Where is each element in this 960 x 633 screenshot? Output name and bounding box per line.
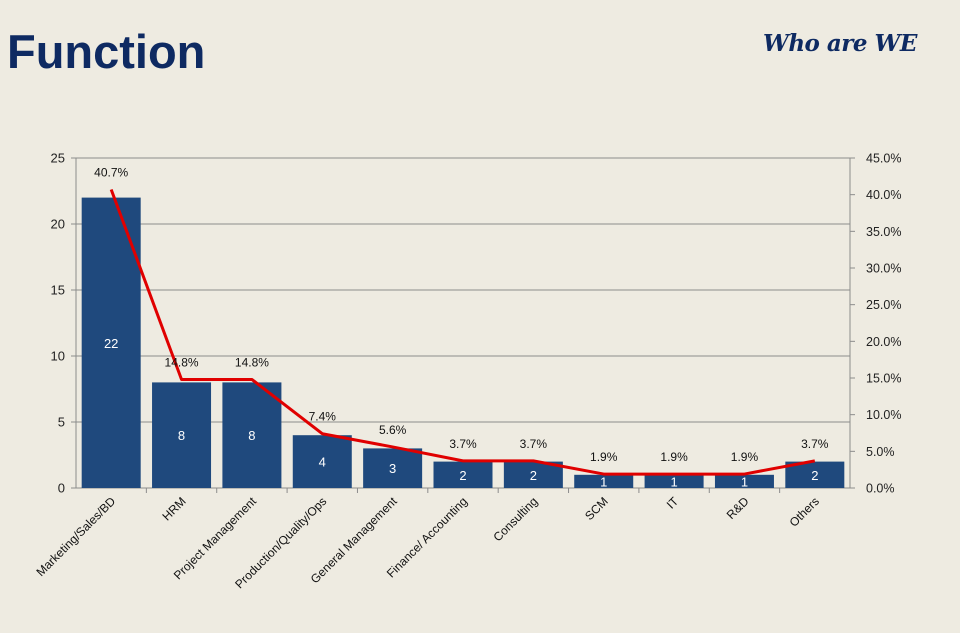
right-tick-label: 5.0% [866,445,895,459]
percentage-line [109,189,816,476]
right-tick-label: 35.0% [866,225,901,239]
line-data-label: 3.7% [449,437,477,451]
left-tick-label: 20 [51,217,65,232]
bar-value-label: 1 [670,474,677,489]
bar [644,474,704,488]
bar-value-label: 4 [319,455,326,470]
category-label: Finance/ Accounting [384,494,470,580]
category-label: Marketing/Sales/BD [33,494,118,579]
right-tick-label: 15.0% [866,372,901,386]
right-tick-label: 0.0% [866,482,895,496]
bar [152,382,212,488]
left-tick-label: 25 [51,151,65,166]
line-data-label: 40.7% [94,166,128,180]
line-data-label: 3.7% [520,437,548,451]
right-tick-label: 20.0% [866,335,901,349]
bar-value-label: 8 [248,428,255,443]
line-data-label: 3.7% [801,437,829,451]
category-label: SCM [582,494,611,523]
line-data-label: 5.6% [379,423,407,437]
page-title: Function [7,25,206,78]
category-label: IT [664,494,682,512]
bar [574,474,634,488]
brand-logo-text: Who are WE [763,30,917,57]
bar-value-label: 1 [600,474,607,489]
right-tick-label: 45.0% [866,152,901,166]
category-label: Consulting [490,494,540,544]
right-tick-label: 40.0% [866,188,901,202]
bar [433,461,493,488]
left-tick-label: 10 [51,349,65,364]
right-tick-label: 30.0% [866,262,901,276]
line-data-label: 14.8% [235,355,269,369]
left-tick-label: 5 [58,415,65,430]
bar-value-label: 1 [741,474,748,489]
right-tick-label: 10.0% [866,408,901,422]
bar [363,448,423,488]
category-label: Others [787,494,822,529]
line-data-label: 1.9% [731,450,759,464]
bar-value-label: 2 [530,468,537,483]
bar-value-label: 2 [811,468,818,483]
bar-value-label: 8 [178,428,185,443]
left-tick-label: 0 [58,481,65,496]
right-tick-label: 25.0% [866,298,901,312]
line-data-label: 1.9% [660,450,688,464]
category-label: HRM [159,494,188,523]
line-data-label: 1.9% [590,450,618,464]
bar-value-label: 3 [389,461,396,476]
category-label: R&D [724,494,752,522]
bar-value-label: 2 [459,468,466,483]
bar-value-label: 22 [104,336,118,351]
bar [292,435,352,488]
line-data-label: 7.4% [309,410,337,424]
left-tick-label: 15 [51,283,65,298]
bar [714,474,774,488]
bar [222,382,282,488]
line-data-label: 14.8% [165,355,199,369]
